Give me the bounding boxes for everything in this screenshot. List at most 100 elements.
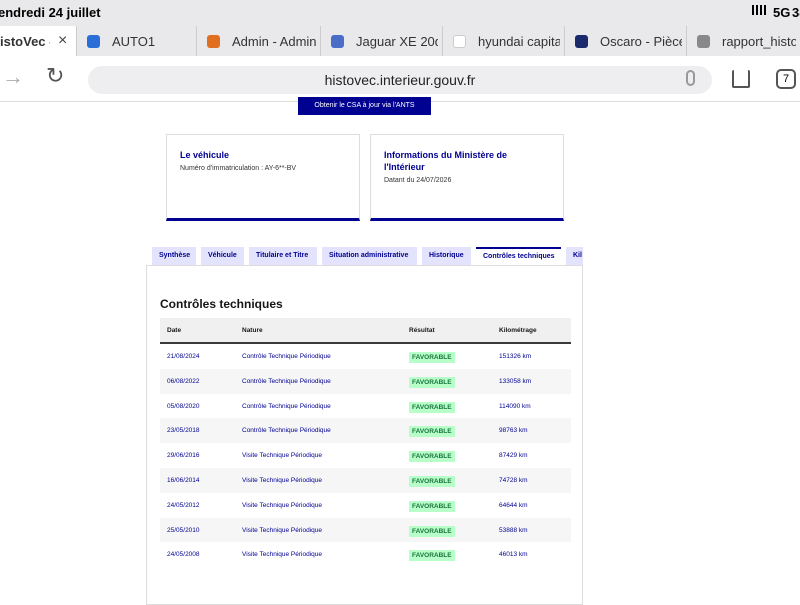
page-tab[interactable]: Historique <box>422 247 471 265</box>
cell: Visite Technique Périodique <box>242 477 322 484</box>
browser-tab[interactable]: Jaguar XE 20d <box>320 26 442 56</box>
date: endredi 24 juillet <box>0 5 101 20</box>
page-tab[interactable]: Véhicule <box>201 247 244 265</box>
table-row: 24/05/2012 Visite Technique Périodique FAV… <box>160 492 571 518</box>
mic-icon[interactable] <box>686 70 695 86</box>
network: 5G <box>773 5 791 20</box>
url: histovec.interieur.gouv.fr <box>324 72 476 88</box>
tab-icon <box>697 34 710 48</box>
table-row: 25/05/2010 Visite Technique Périodique FAV… <box>160 517 571 543</box>
page-tab[interactable]: Kil <box>566 247 583 265</box>
signal <box>752 5 770 15</box>
result-badge: FAVORABLE <box>409 550 455 562</box>
cell: Contrôle Technique Périodique <box>242 377 331 385</box>
result-badge: FAVORABLE <box>409 426 455 438</box>
tab-count[interactable]: 7 <box>776 69 796 89</box>
tab-title: istoVec - <box>0 33 50 49</box>
card-title: Informations du Ministère de l'Intérieur <box>384 150 508 172</box>
section-title: Contrôles techniques <box>160 297 283 311</box>
cell: 87429 km <box>499 452 528 460</box>
cell: Visite Technique Périodique <box>242 551 322 559</box>
card-text: Datant du 24/07/2026 <box>384 177 452 184</box>
address-bar[interactable]: histovec.interieur.gouv.fr <box>88 66 712 94</box>
result-badge: FAVORABLE <box>409 376 455 388</box>
card-text: Numéro d'immatriculation : AY-6**-BV <box>180 165 297 172</box>
cell: 29/06/2016 <box>167 452 200 460</box>
table-row: 24/05/2008 Visite Technique Périodique FAV… <box>160 542 571 568</box>
tab-icon <box>207 34 220 48</box>
cell: 24/05/2008 <box>167 551 200 559</box>
cell: 05/08/2020 <box>167 402 200 410</box>
cell: 24/05/2012 <box>167 501 200 509</box>
tab-title: hyundai capita <box>478 33 560 49</box>
column-header: Nature <box>242 327 263 334</box>
tab-icon <box>575 34 588 48</box>
tab-icon <box>331 34 344 48</box>
cell: 23/05/2018 <box>167 427 200 435</box>
cell: Contrôle Technique Périodique <box>242 427 331 435</box>
info-card: Informations du Ministère de l'Intérieur… <box>370 134 564 221</box>
cell: Contrôle Technique Périodique <box>242 402 331 410</box>
table-row: 06/08/2022 Contrôle Technique Périodique F… <box>160 368 571 394</box>
browser-tab[interactable]: istoVec - × <box>0 26 76 56</box>
cell: Visite Technique Périodique <box>242 501 322 509</box>
csa-button[interactable]: Obtenir le CSA à jour via l'ANTS <box>298 97 431 115</box>
cell: 133058 km <box>499 377 532 385</box>
cell: 16/06/2014 <box>167 477 200 484</box>
cell: Contrôle Technique Périodique <box>242 353 331 360</box>
reload-button[interactable]: ↻ <box>46 63 65 88</box>
web-page: Obtenir le CSA à jour via l'ANTS Le véhi… <box>0 97 800 605</box>
result-badge: FAVORABLE <box>409 451 455 463</box>
cell: 46013 km <box>499 551 528 559</box>
table-row: 16/06/2014 Visite Technique Périodique FAV… <box>160 468 571 493</box>
cell: 74728 km <box>499 477 528 484</box>
cell: 53888 km <box>499 526 528 534</box>
cell: 151326 km <box>499 353 532 360</box>
column-header: Kilométrage <box>499 327 537 334</box>
tab-icon <box>453 34 466 48</box>
cell: 06/08/2022 <box>167 377 200 385</box>
tab-bar: istoVec - × AUTO1 Admin - Admin Jaguar XE 20… <box>0 26 800 56</box>
forward-button[interactable]: → <box>2 64 24 89</box>
cell: 25/05/2010 <box>167 526 200 534</box>
table-header: Date Nature Résultat Kilométrage <box>160 318 571 344</box>
cell: Visite Technique Périodique <box>242 526 322 534</box>
toolbar: → ↻ histovec.interieur.gouv.fr 7 <box>0 56 800 102</box>
page-tab[interactable]: Situation administrative <box>322 247 417 265</box>
page-tab[interactable]: Titulaire et Titre <box>249 247 317 265</box>
browser-tab[interactable]: AUTO1 <box>76 26 196 56</box>
result-badge: FAVORABLE <box>409 525 455 537</box>
tab-title: AUTO1 <box>112 33 156 49</box>
cell: 21/08/2024 <box>167 353 200 360</box>
result-badge: FAVORABLE <box>409 352 455 363</box>
tab-icon <box>87 34 100 48</box>
table-row: 29/06/2016 Visite Technique Périodique FAV… <box>160 443 571 469</box>
panel: Contrôles techniques Date Nature Résultat K… <box>146 265 583 605</box>
browser-tab[interactable]: Admin - Admin <box>196 26 320 56</box>
card-title: Le véhicule <box>180 150 230 160</box>
tab-title: Admin - Admin <box>232 33 316 49</box>
column-header: Date <box>167 327 182 334</box>
battery: 38 <box>792 5 800 20</box>
share-button[interactable] <box>732 70 750 88</box>
result-badge: FAVORABLE <box>409 401 455 413</box>
browser-tab[interactable]: Oscaro - Pièce <box>564 26 686 56</box>
column-header: Résultat <box>409 327 435 334</box>
cell: Visite Technique Périodique <box>242 452 322 460</box>
close-tab[interactable]: × <box>58 32 68 49</box>
table-row: 23/05/2018 Contrôle Technique Périodique F… <box>160 418 571 444</box>
result-badge: FAVORABLE <box>409 476 455 487</box>
cell: 98763 km <box>499 427 528 435</box>
cell: 64644 km <box>499 501 528 509</box>
table-row: 21/08/2024 Contrôle Technique Périodique F… <box>160 344 571 369</box>
browser-tab[interactable]: hyundai capita <box>442 26 564 56</box>
tab-title: rapport_histov <box>722 33 796 49</box>
browser-tab[interactable]: rapport_histov <box>686 26 800 56</box>
page-tab[interactable]: Synthèse <box>152 247 196 265</box>
info-card: Le véhicule Numéro d'immatriculation : AY… <box>166 134 360 221</box>
status-bar: endredi 24 juillet 5G 38 <box>0 0 800 26</box>
page-tab[interactable]: Contrôles techniques <box>476 247 561 265</box>
table-row: 05/08/2020 Contrôle Technique Périodique F… <box>160 393 571 419</box>
